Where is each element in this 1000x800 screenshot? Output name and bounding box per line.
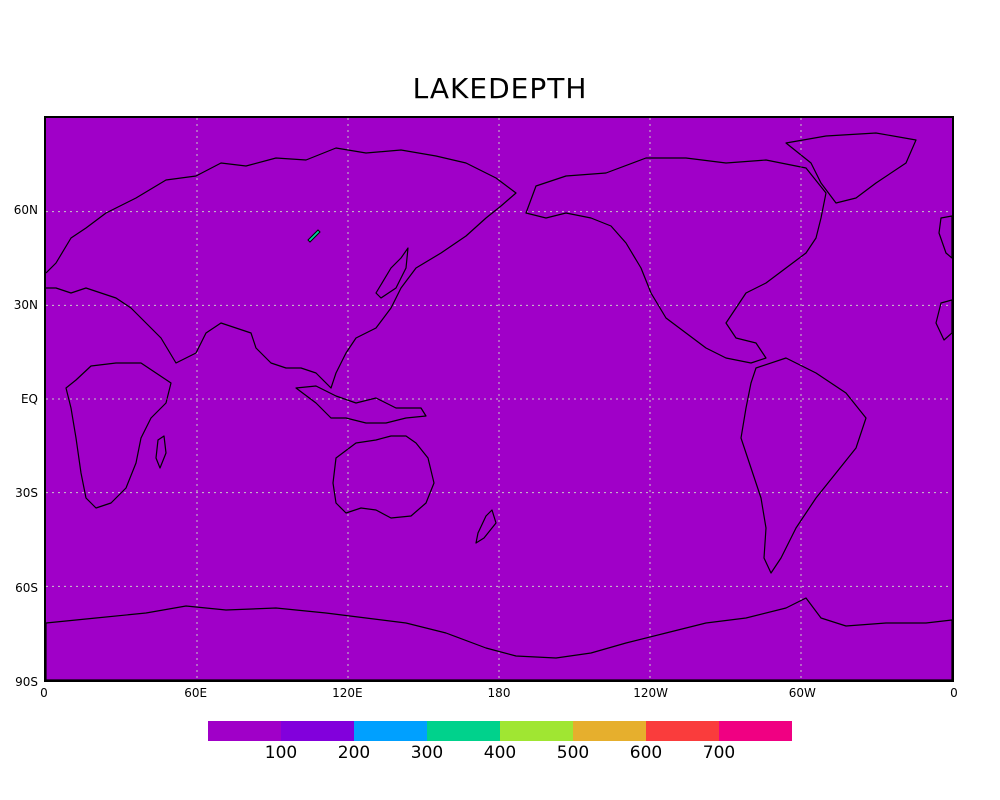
coastline-madagascar (155, 435, 167, 469)
colorbar-label: 300 (410, 743, 444, 763)
colorbar-swatch (427, 721, 500, 741)
coastline-eurasia (46, 147, 517, 389)
coastline-new-zealand (475, 509, 497, 544)
coastline-antarctica (46, 597, 952, 680)
colorbar-swatch (646, 721, 719, 741)
lon-tick-label: 120W (633, 686, 669, 700)
lat-tick-label: 60N (13, 203, 38, 218)
coastline-japan (375, 247, 409, 299)
colorbar-label: 100 (264, 743, 298, 763)
lake-baikal-marker (307, 229, 321, 243)
coastline-greenland (785, 132, 917, 204)
map-plot-area (44, 116, 954, 682)
world-map (46, 118, 952, 680)
colorbar-swatch (719, 721, 792, 741)
lon-tick-label: 120E (332, 686, 363, 700)
colorbar-label: 200 (337, 743, 371, 763)
coastline-australia (332, 435, 435, 519)
coastline-africa (65, 362, 172, 509)
coastline-south-america (740, 357, 867, 574)
colorbar (208, 721, 792, 741)
lat-tick-label: 90S (15, 675, 38, 689)
colorbar-label: 500 (556, 743, 590, 763)
coastline-europe-east (935, 299, 952, 341)
coastline-north-america (525, 157, 827, 364)
colorbar-swatch (208, 721, 281, 741)
lat-tick-label: EQ (20, 392, 38, 406)
lat-tick-label: 30N (13, 297, 38, 312)
lon-tick-label: 180 (487, 686, 511, 700)
colorbar-label: 400 (483, 743, 517, 763)
lat-tick-label: 60S (15, 580, 38, 595)
colorbar-swatch (573, 721, 646, 741)
lon-tick-label: 60E (184, 686, 208, 700)
map-title: LAKEDEPTH (412, 72, 588, 105)
lon-tick-label: 0 (40, 686, 48, 700)
lon-tick-label: 0 (950, 686, 958, 700)
colorbar-label: 700 (702, 743, 736, 763)
lon-tick-label: 60W (788, 686, 816, 700)
coastline-iceland (938, 215, 952, 259)
coastline-indonesia (295, 385, 427, 424)
grid-lines (46, 118, 952, 680)
colorbar-swatch (281, 721, 354, 741)
coastlines (46, 132, 952, 680)
colorbar-label: 600 (629, 743, 663, 763)
colorbar-swatch (500, 721, 573, 741)
lat-tick-label: 30S (15, 486, 38, 501)
colorbar-swatch (354, 721, 427, 741)
